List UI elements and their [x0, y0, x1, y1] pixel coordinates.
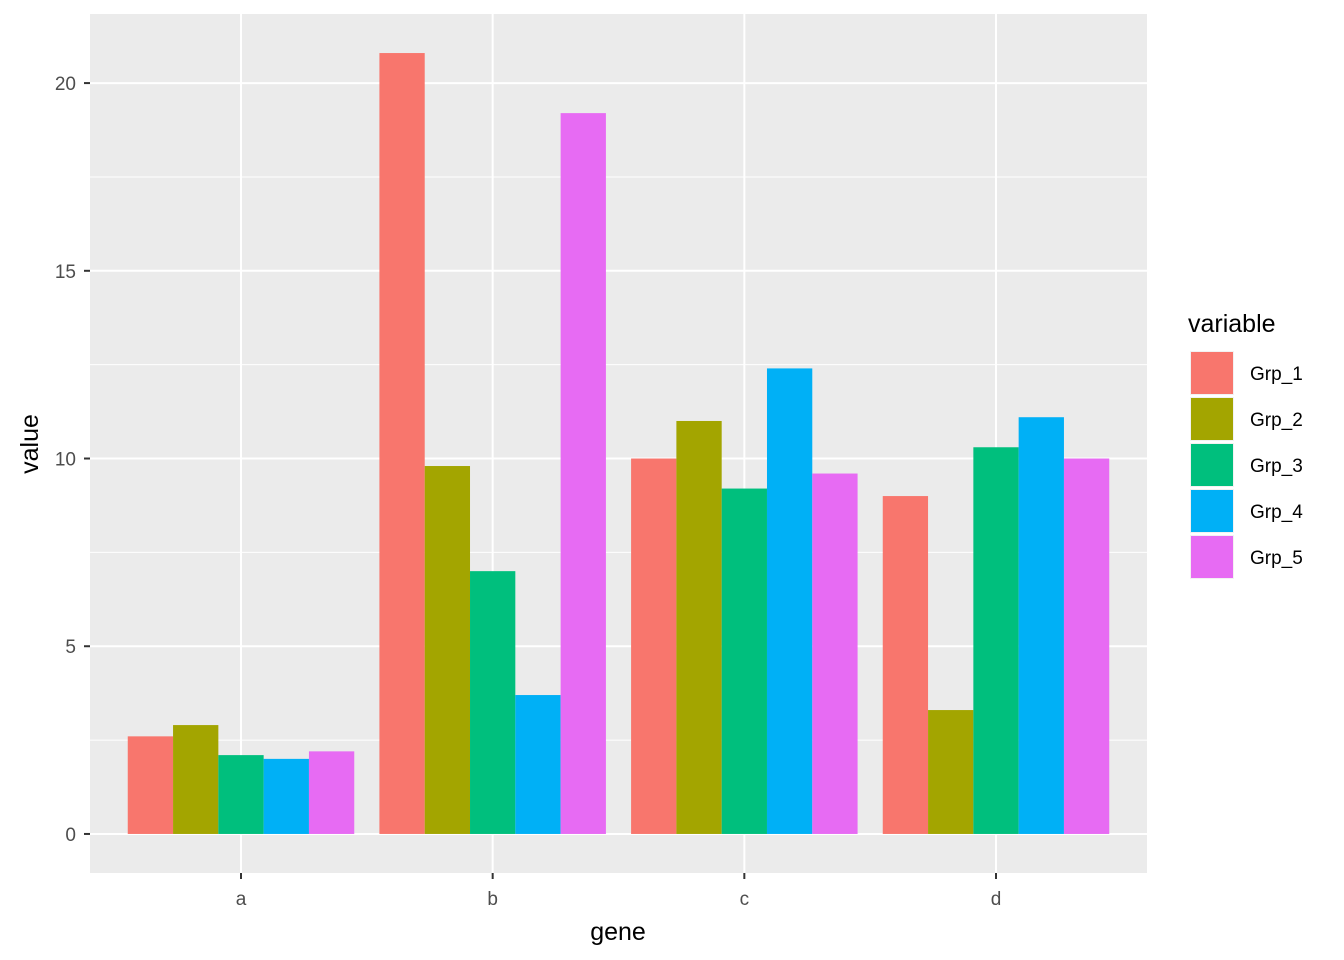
bar-Grp_1-c: [631, 458, 677, 834]
legend-swatch-Grp_2: [1191, 398, 1233, 440]
bar-Grp_3-d: [973, 447, 1019, 834]
legend-swatch-Grp_1: [1191, 352, 1233, 394]
bar-Grp_1-b: [379, 53, 425, 834]
bar-Grp_3-b: [470, 571, 516, 834]
x-tick-label: c: [740, 889, 750, 910]
bar-Grp_5-c: [812, 473, 858, 834]
bar-Grp_4-c: [766, 368, 813, 834]
y-axis-title: value: [16, 414, 44, 474]
bar-Grp_3-c: [721, 488, 767, 834]
legend-title: variable: [1188, 310, 1276, 338]
x-tick-label: a: [236, 889, 247, 910]
bar-Grp_1-a: [127, 736, 174, 834]
bar-Grp_2-b: [424, 466, 471, 834]
y-tick-label: 0: [65, 825, 76, 846]
bar-Grp_3-a: [218, 755, 264, 834]
legend-label-Grp_1: Grp_1: [1250, 364, 1303, 385]
legend-label-Grp_2: Grp_2: [1250, 410, 1303, 431]
legend-swatch-Grp_3: [1191, 444, 1233, 486]
y-tick-label: 20: [55, 74, 76, 95]
y-tick-label: 5: [65, 637, 76, 658]
y-axis: 0 5 10 15 20: [55, 74, 90, 846]
bar-Grp_2-c: [676, 420, 722, 834]
legend: variable Grp_1 Grp_2 Grp_3 Grp_4 Grp_5: [1188, 310, 1303, 579]
bar-Grp_2-d: [928, 710, 974, 834]
y-tick-label: 15: [55, 262, 76, 283]
bar-Grp_5-d: [1063, 458, 1110, 834]
x-axis-title: gene: [590, 918, 646, 946]
y-tick-label: 10: [55, 450, 76, 471]
bar-Grp_4-a: [263, 758, 309, 834]
legend-swatch-Grp_4: [1191, 490, 1233, 532]
bars: [127, 53, 1110, 834]
legend-label-Grp_4: Grp_4: [1250, 502, 1303, 523]
x-axis: a b c d: [236, 873, 1002, 910]
x-tick-label: d: [991, 889, 1002, 910]
bar-Grp_1-d: [882, 496, 929, 834]
legend-label-Grp_5: Grp_5: [1250, 548, 1303, 569]
legend-swatch-Grp_5: [1191, 536, 1233, 578]
bar-Grp_5-a: [308, 751, 355, 834]
legend-label-Grp_3: Grp_3: [1250, 456, 1303, 477]
bar-Grp_4-b: [515, 695, 561, 834]
bar-Grp_2-a: [173, 725, 219, 834]
x-tick-label: b: [487, 889, 498, 910]
bar-Grp_4-d: [1018, 417, 1064, 834]
bar-Grp_5-b: [560, 113, 606, 834]
